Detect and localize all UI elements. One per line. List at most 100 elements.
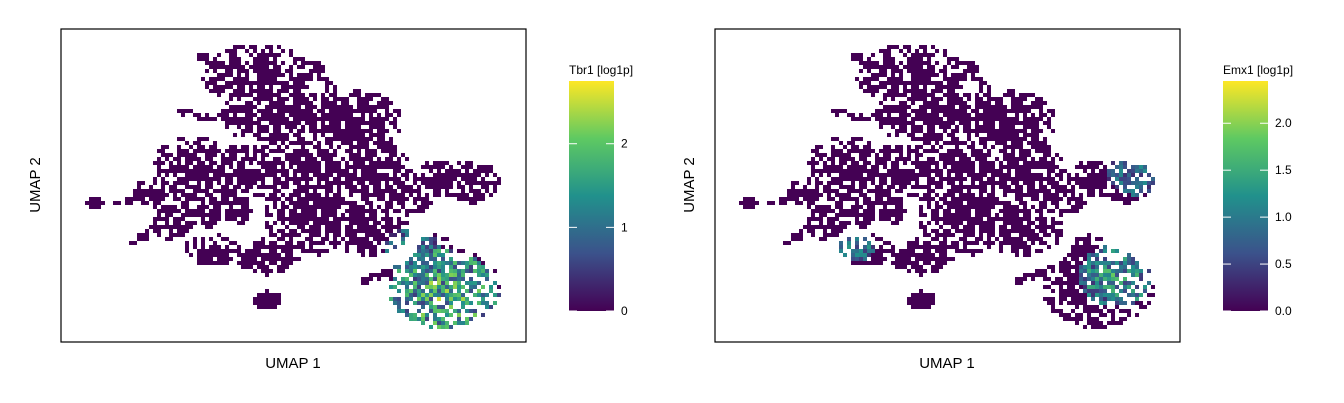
hexbin-cell (297, 113, 301, 117)
hexbin-cell (305, 177, 309, 181)
hexbin-cell (939, 185, 943, 189)
hexbin-cell (217, 189, 221, 193)
hexbin-cell (241, 85, 245, 89)
hexbin-cell (1071, 317, 1075, 321)
hexbin-cell (337, 169, 341, 173)
hexbin-cell (835, 137, 839, 141)
hexbin-cell (165, 205, 169, 209)
hexbin-cell (1019, 165, 1023, 169)
hexbin-cell (201, 253, 205, 257)
hexbin-cell (943, 261, 947, 265)
hexbin-cell (185, 229, 189, 233)
hexbin-cell (935, 49, 939, 53)
hexbin-cell (971, 249, 975, 253)
hexbin-cell (253, 257, 257, 261)
hexbin-cell (1015, 245, 1019, 249)
hexbin-cell (1023, 137, 1027, 141)
hexbin-cell (871, 73, 875, 77)
hexbin-cell (149, 225, 153, 229)
hexbin-cell (273, 53, 277, 57)
hexbin-cell (963, 249, 967, 253)
hexbin-cell (1067, 293, 1071, 297)
hexbin-cell (951, 57, 955, 61)
hexbin-cell (441, 185, 445, 189)
hexbin-cell (369, 213, 373, 217)
hexbin-cell (137, 193, 141, 197)
hexbin-cell (465, 321, 469, 325)
hexbin-cell (927, 177, 931, 181)
hexbin-cell (213, 145, 217, 149)
hexbin-cell (305, 101, 309, 105)
hexbin-cell (983, 81, 987, 85)
hexbin-cell (1007, 217, 1011, 221)
hexbin-cell (1023, 205, 1027, 209)
hexbin-cell (245, 153, 249, 157)
hexbin-cell (233, 185, 237, 189)
hexbin-cell (357, 137, 361, 141)
hexbin-cell (489, 305, 493, 309)
hexbin-cell (141, 189, 145, 193)
hexbin-cell (915, 49, 919, 53)
hexbin-cell (939, 109, 943, 113)
hexbin-cell (859, 157, 863, 161)
hexbin-cell (165, 193, 169, 197)
hexbin-cell (1091, 173, 1095, 177)
hexbin-cell (935, 249, 939, 253)
hexbin-cell (907, 257, 911, 261)
hexbin-cell (485, 165, 489, 169)
hexbin-cell (405, 313, 409, 317)
hexbin-cell (811, 197, 815, 201)
hexbin-cell (265, 89, 269, 93)
hexbin-cell (983, 137, 987, 141)
hexbin-cell (1091, 269, 1095, 273)
hexbin-cell (1119, 197, 1123, 201)
hexbin-cell (221, 113, 225, 117)
hexbin-cell (281, 205, 285, 209)
hexbin-cell (867, 177, 871, 181)
hexbin-cell (1103, 249, 1107, 253)
hexbin-cell (301, 149, 305, 153)
hexbin-cell (317, 145, 321, 149)
hexbin-cell (1031, 229, 1035, 233)
hexbin-cell (325, 189, 329, 193)
hexbin-cell (401, 205, 405, 209)
hexbin-cell (261, 57, 265, 61)
hexbin-cell (1091, 317, 1095, 321)
hexbin-cell (241, 149, 245, 153)
hexbin-cell (253, 177, 257, 181)
hexbin-cell (265, 65, 269, 69)
hexbin-cell (919, 113, 923, 117)
hexbin-cell (473, 293, 477, 297)
hexbin-cell (301, 169, 305, 173)
hexbin-cell (887, 81, 891, 85)
hexbin-cell (305, 201, 309, 205)
hexbin-cell (181, 213, 185, 217)
hexbin-cell (349, 149, 353, 153)
hexbin-cell (895, 149, 899, 153)
hexbin-cell (301, 185, 305, 189)
hexbin-cell (947, 229, 951, 233)
hexbin-cell (309, 153, 313, 157)
hexbin-cell (919, 61, 923, 65)
hexbin-cell (1111, 173, 1115, 177)
hexbin-cell (453, 297, 457, 301)
hexbin-cell (915, 293, 919, 297)
hexbin-cell (983, 145, 987, 149)
hexbin-cell (987, 89, 991, 93)
hexbin-cell (253, 269, 257, 273)
hexbin-cell (1035, 249, 1039, 253)
hexbin-cell (1015, 165, 1019, 169)
hexbin-cell (851, 261, 855, 265)
hexbin-cell (1015, 217, 1019, 221)
hexbin-cell (173, 209, 177, 213)
hexbin-cell (321, 97, 325, 101)
hexbin-cell (919, 165, 923, 169)
hexbin-cell (329, 137, 333, 141)
hexbin-cell (261, 165, 265, 169)
hexbin-cell (469, 165, 473, 169)
hexbin-cell (249, 169, 253, 173)
hexbin-cell (333, 233, 337, 237)
hexbin-cell (1071, 209, 1075, 213)
hexbin-cell (987, 177, 991, 181)
hexbin-cell (743, 197, 747, 201)
